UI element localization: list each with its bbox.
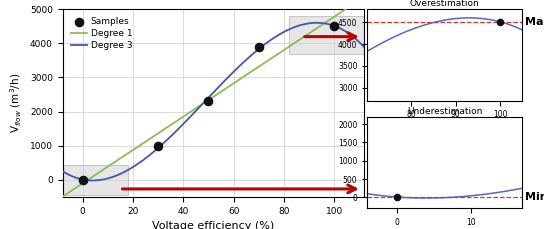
Degree 3	[287, 27, 294, 30]
Title: Underestimation: Underestimation	[407, 107, 483, 116]
Bar	[289, 16, 364, 54]
Point	[496, 20, 504, 24]
Degree 1	[196, 105, 202, 108]
Degree 1	[113, 160, 119, 163]
Samples	[154, 144, 163, 147]
Line: Degree 1: Degree 1	[63, 0, 364, 197]
Degree 3	[361, 46, 368, 49]
Point	[392, 195, 401, 199]
Degree 3	[313, 22, 320, 24]
Samples	[255, 45, 263, 49]
Degree 3	[113, 174, 120, 177]
Degree 3	[196, 106, 203, 108]
Legend: Samples, Degree 1, Degree 3: Samples, Degree 1, Degree 3	[67, 14, 136, 53]
Text: Max: Max	[526, 17, 544, 27]
Text: Min: Min	[526, 192, 544, 202]
Degree 1	[59, 195, 66, 198]
Degree 1	[287, 45, 293, 47]
Degree 3	[59, 170, 66, 172]
Degree 3	[90, 179, 96, 182]
Degree 1	[261, 62, 268, 65]
Degree 1	[137, 144, 144, 147]
Line: Degree 3: Degree 3	[63, 23, 364, 180]
Degree 3	[238, 63, 244, 66]
Samples	[330, 25, 338, 28]
Samples	[78, 178, 87, 182]
Bar	[63, 164, 128, 195]
X-axis label: Voltage efficiency (%): Voltage efficiency (%)	[152, 221, 275, 229]
Degree 1	[237, 77, 244, 80]
Degree 3	[262, 43, 268, 46]
Title: Overestimation: Overestimation	[410, 0, 480, 8]
Y-axis label: V$_{flow}$ (m$^3$/h): V$_{flow}$ (m$^3$/h)	[9, 73, 24, 133]
Samples	[204, 100, 213, 103]
Degree 3	[138, 161, 144, 163]
